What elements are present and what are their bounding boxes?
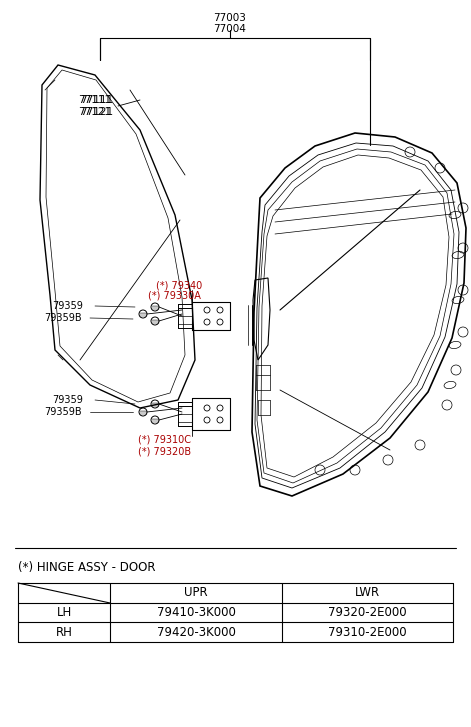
Text: (*) 79320B: (*) 79320B [138, 447, 191, 457]
Text: (*) 79340: (*) 79340 [156, 280, 202, 290]
Text: 79420-3K000: 79420-3K000 [156, 625, 236, 638]
Text: 79320-2E000: 79320-2E000 [328, 606, 406, 619]
Text: 77121: 77121 [80, 107, 113, 117]
Text: 77121: 77121 [78, 107, 111, 117]
Text: 79410-3K000: 79410-3K000 [156, 606, 236, 619]
Text: 79359: 79359 [52, 395, 83, 405]
Text: 79359B: 79359B [44, 407, 81, 417]
Text: (*) 79310C: (*) 79310C [138, 435, 191, 445]
Text: 77111: 77111 [80, 95, 113, 105]
Text: 79359B: 79359B [44, 313, 81, 323]
Text: LWR: LWR [355, 587, 380, 600]
Text: 77111: 77111 [78, 95, 111, 105]
Text: 79310-2E000: 79310-2E000 [328, 625, 406, 638]
Text: LH: LH [57, 606, 72, 619]
Text: UPR: UPR [184, 587, 208, 600]
Text: (*) 79330A: (*) 79330A [148, 291, 201, 301]
Text: 79359: 79359 [52, 301, 83, 311]
Text: RH: RH [56, 625, 73, 638]
Text: (*) HINGE ASSY - DOOR: (*) HINGE ASSY - DOOR [18, 561, 155, 574]
Text: 77004: 77004 [213, 24, 246, 34]
Text: 77003: 77003 [213, 13, 246, 23]
